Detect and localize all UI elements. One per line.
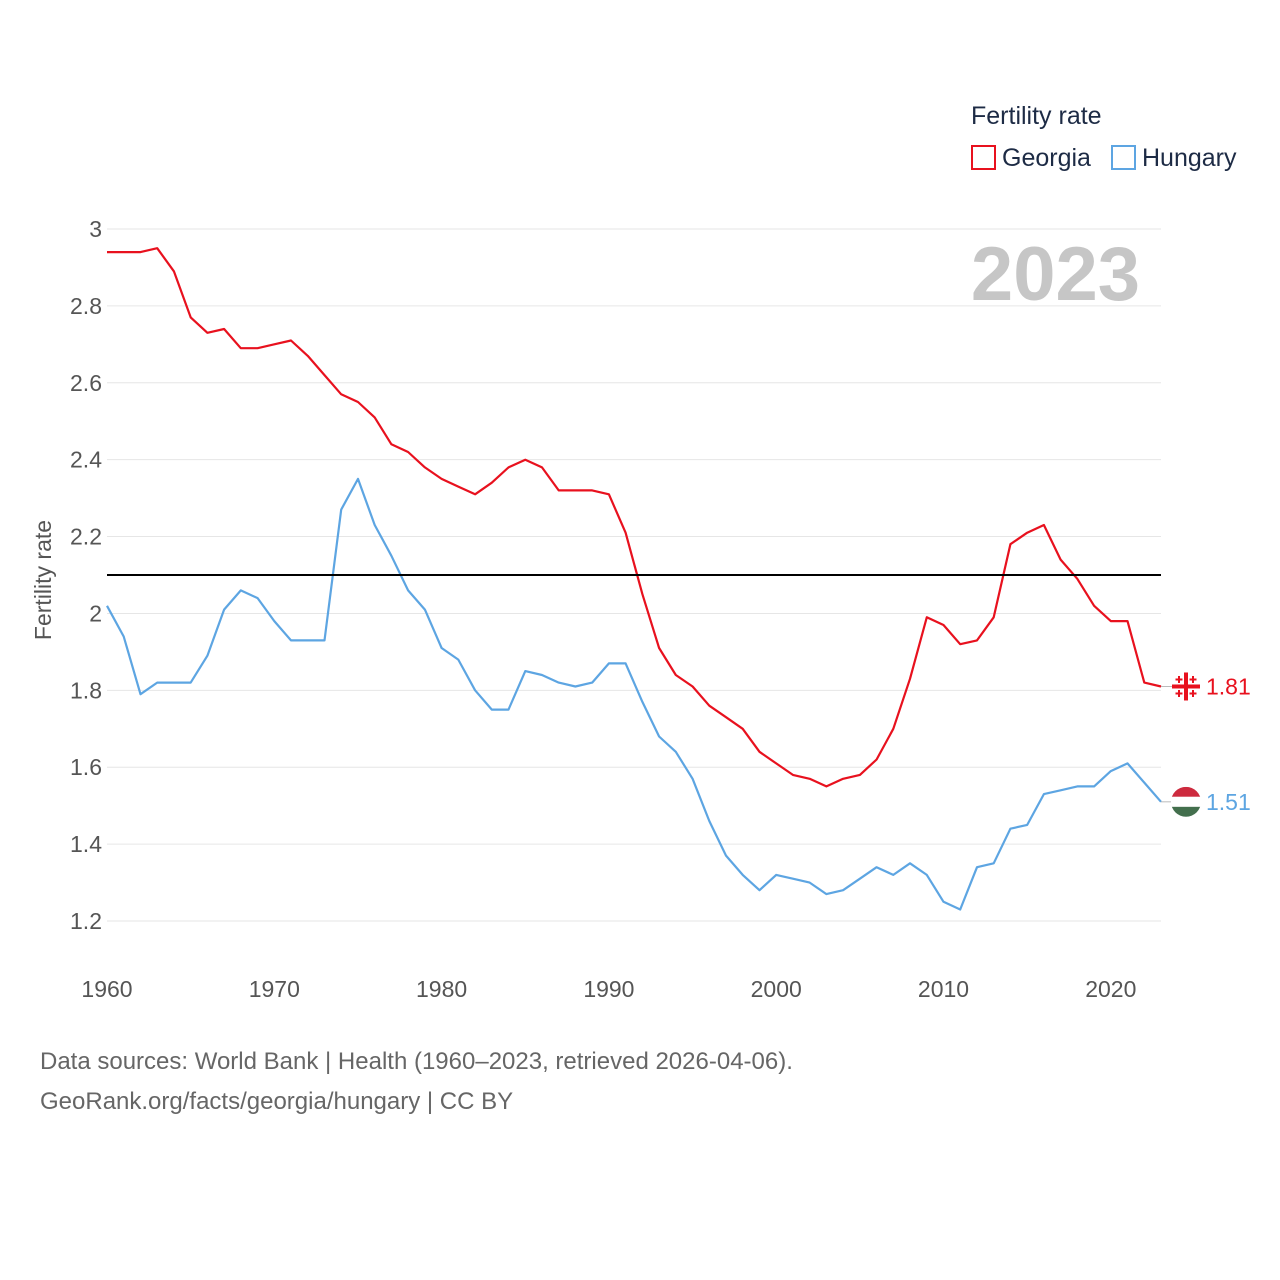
hungary-flag-stripes	[1171, 786, 1201, 817]
legend-item-hungary[interactable]: Hungary	[1111, 144, 1237, 172]
y-tick-2.8: 2.8	[70, 293, 102, 319]
y-axis-ticks: 1.2 1.4 1.6 1.8 2 2.2 2.4 2.6 2.8 3	[70, 216, 102, 934]
x-tick-1980: 1980	[416, 976, 467, 1002]
x-tick-1960: 1960	[81, 976, 132, 1002]
grid-lines	[107, 228, 1161, 922]
y-tick-1.4: 1.4	[70, 831, 102, 857]
legend-swatch-georgia	[971, 145, 996, 170]
x-tick-1970: 1970	[249, 976, 300, 1002]
y-tick-1.2: 1.2	[70, 908, 102, 934]
georgia-flag-small-cross-h-0	[1175, 678, 1183, 681]
georgia-flag-cross-v	[1184, 672, 1188, 701]
legend-title: Fertility rate	[971, 102, 1102, 130]
y-axis-label: Fertility rate	[30, 520, 56, 640]
x-tick-2020: 2020	[1085, 976, 1136, 1002]
legend: Fertility rate Georgia Hungary	[971, 102, 1237, 172]
y-tick-2.6: 2.6	[70, 370, 102, 396]
x-axis-ticks: 1960 1970 1980 1990 2000 2010 2020	[81, 976, 1136, 1002]
georgia-flag-small-cross-h-2	[1175, 692, 1183, 695]
legend-label-georgia: Georgia	[1002, 144, 1091, 172]
georgia-flag-icon	[1172, 672, 1200, 701]
y-tick-2.4: 2.4	[70, 447, 102, 473]
georgia-flag-small-cross-h-1	[1189, 678, 1197, 681]
end-label-georgia: 1.81	[1206, 673, 1251, 699]
series-end-markers: 1.81 1.51	[1161, 672, 1251, 817]
hungary-flag-red	[1171, 786, 1201, 797]
series-lines	[106, 247, 1162, 911]
series-line-hungary	[106, 477, 1162, 911]
hungary-flag-white	[1171, 796, 1201, 807]
y-tick-2.2: 2.2	[70, 524, 102, 550]
end-label-hungary: 1.51	[1206, 789, 1251, 815]
series-line-georgia	[107, 247, 1162, 788]
y-tick-2: 2	[89, 600, 102, 626]
footer: Data sources: World Bank | Health (1960–…	[40, 1042, 793, 1122]
y-tick-3: 3	[89, 216, 102, 242]
fertility-rate-chart: 1.21.41.61.822.22.42.62.83 1960 1970 1980 1…	[30, 102, 1251, 1002]
y-tick-1.6: 1.6	[70, 754, 102, 780]
x-tick-1990: 1990	[583, 976, 634, 1002]
hungary-flag-icon	[1171, 786, 1201, 817]
x-tick-2000: 2000	[751, 976, 802, 1002]
legend-item-georgia[interactable]: Georgia	[971, 144, 1091, 172]
current-year-label: 2023	[971, 232, 1140, 317]
x-tick-2010: 2010	[918, 976, 969, 1002]
y-tick-1.8: 1.8	[70, 677, 102, 703]
data-sources-text: Data sources: World Bank | Health (1960–…	[40, 1048, 793, 1075]
georank-link[interactable]: GeoRank.org/facts/georgia/hungary | CC B…	[40, 1088, 514, 1115]
legend-label-hungary: Hungary	[1142, 144, 1237, 172]
georgia-flag-small-cross-h-3	[1189, 692, 1197, 695]
legend-swatch-hungary	[1111, 145, 1136, 170]
hungary-flag-green	[1171, 806, 1201, 817]
